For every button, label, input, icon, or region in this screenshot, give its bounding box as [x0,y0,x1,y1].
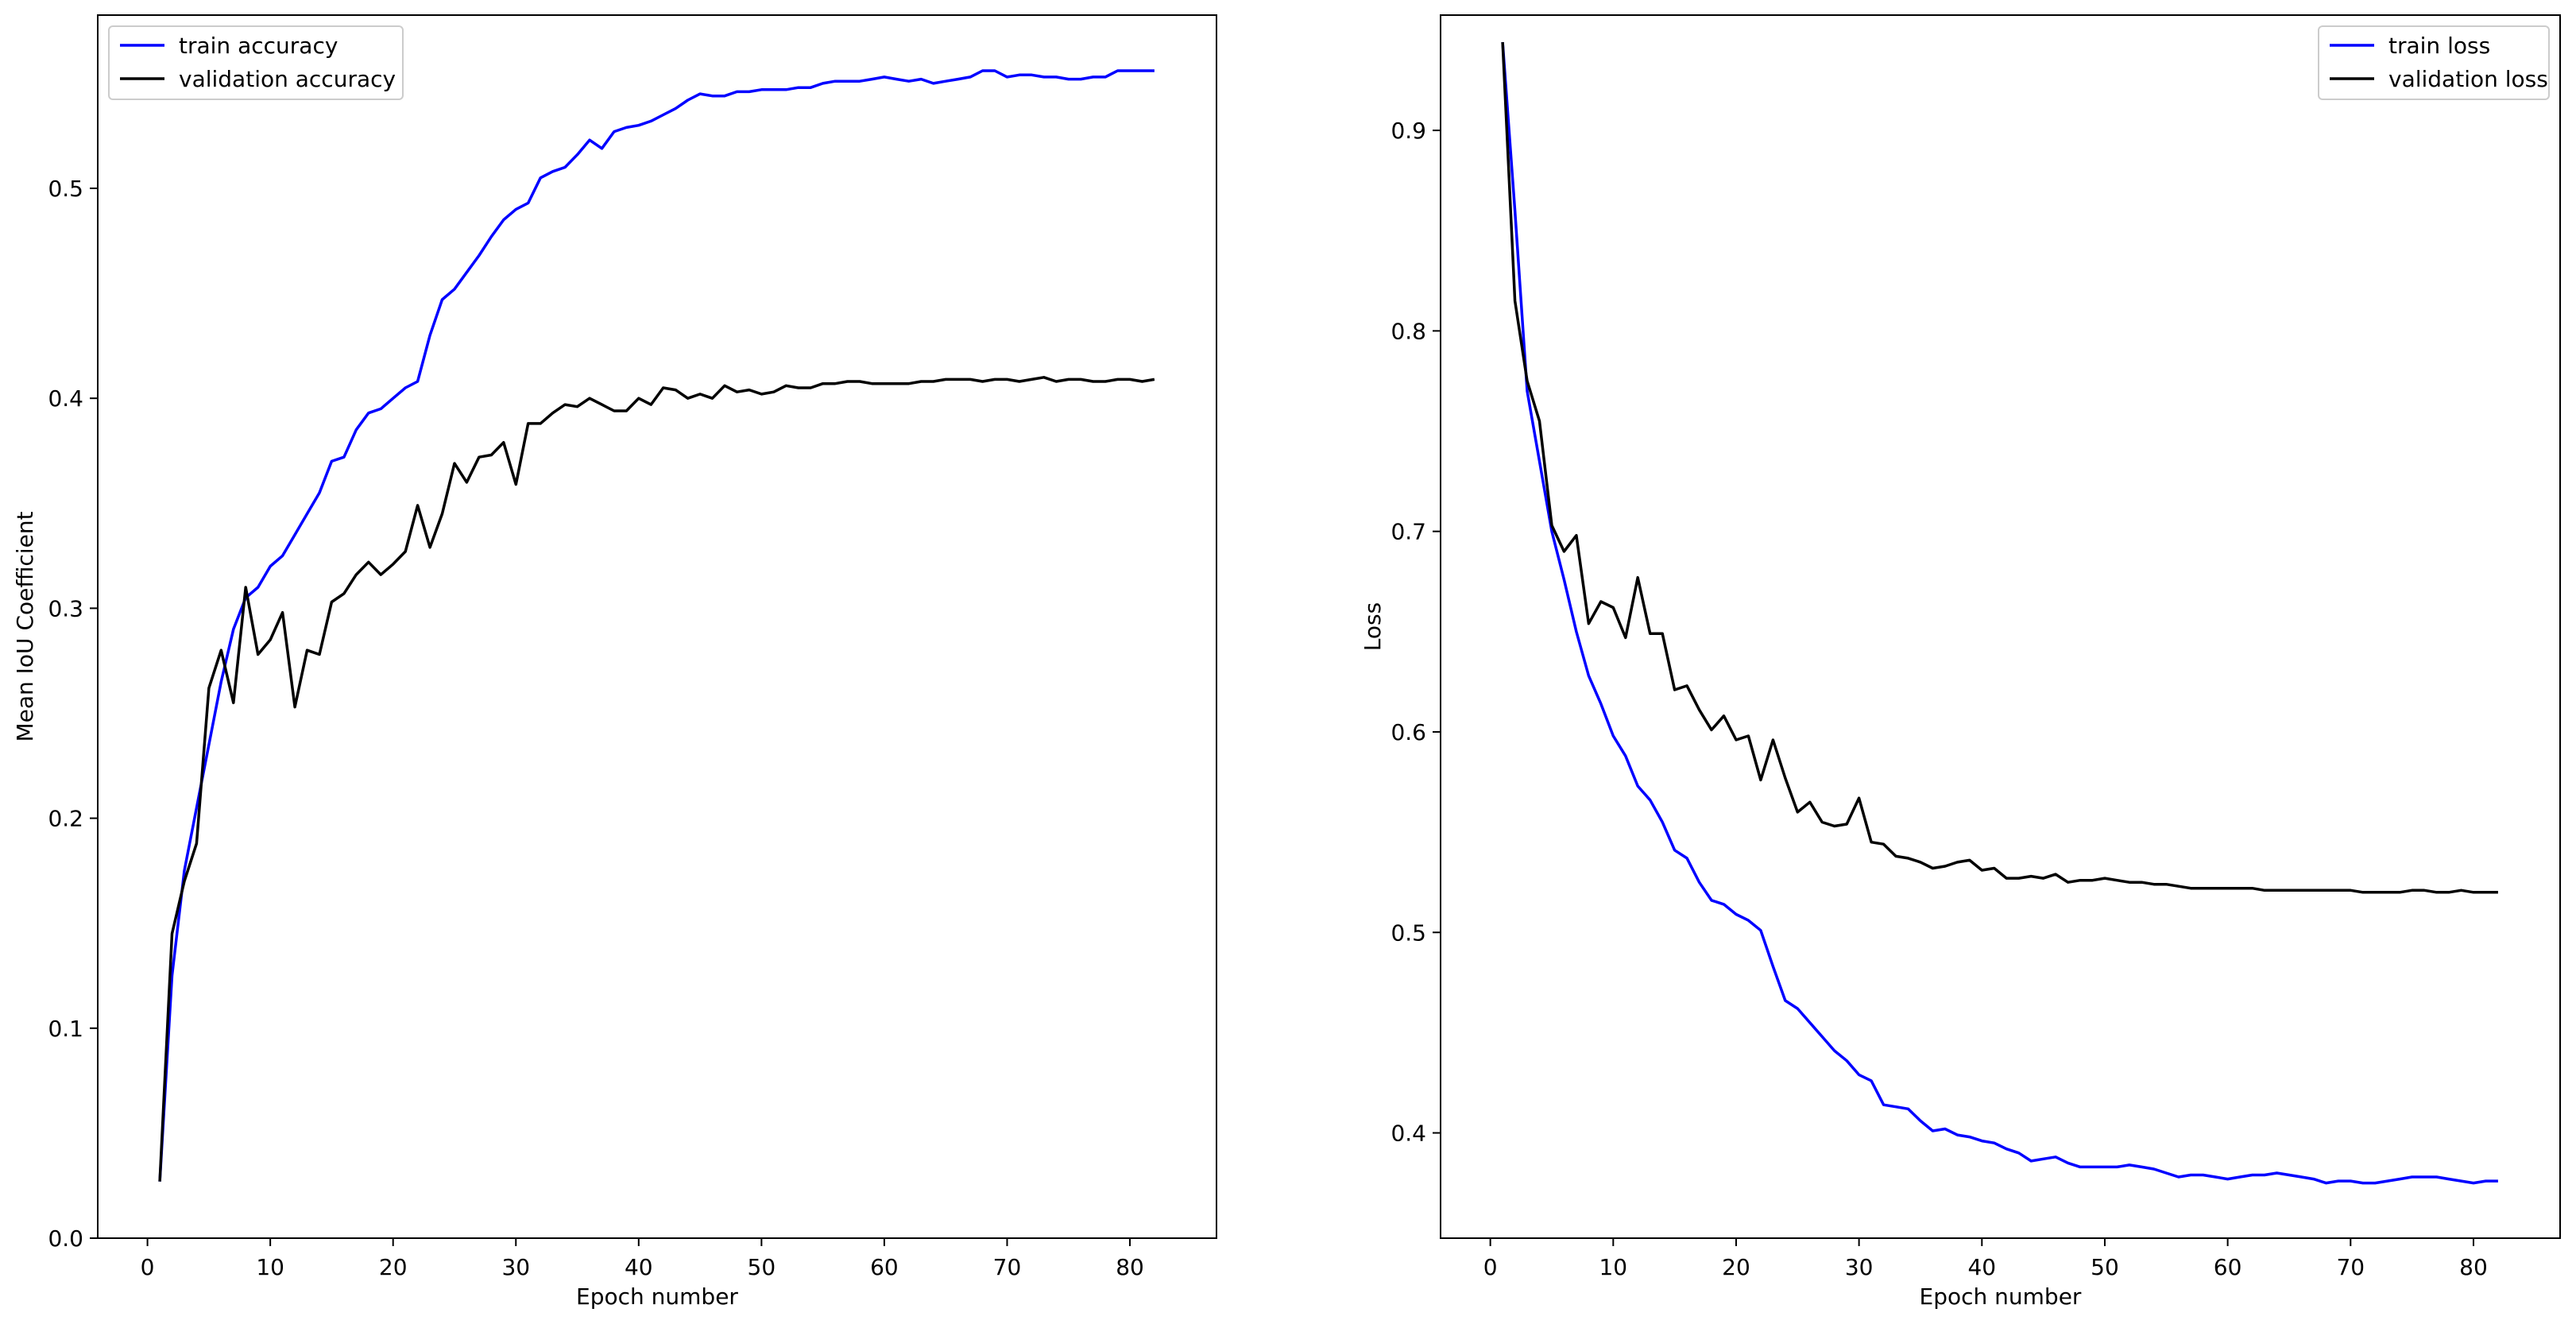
x-tick-label: 0 [141,1254,155,1280]
x-tick-label: 30 [1845,1254,1874,1280]
y-tick-label: 0.3 [48,595,83,621]
x-tick-label: 80 [2459,1254,2488,1280]
y-tick-label: 0.4 [1390,1121,1426,1147]
x-tick-label: 70 [993,1254,1022,1280]
x-tick-label: 40 [625,1254,653,1280]
legend-entry: validation loss [2388,66,2548,92]
x-tick-label: 80 [1116,1254,1144,1280]
y-axis-label: Mean IoU Coefficient [12,511,38,741]
x-tick-label: 20 [379,1254,408,1280]
legend: train loss validation loss [2318,25,2550,100]
y-tick-label: 0.5 [48,176,83,202]
x-tick-label: 40 [1967,1254,1996,1280]
y-axis-label: Loss [1360,602,1386,651]
y-tick-label: 0.2 [48,806,83,832]
legend-entry: train accuracy [179,33,338,59]
x-tick-label: 50 [748,1254,776,1280]
x-tick-label: 10 [256,1254,284,1280]
series-line-train-loss [1501,41,2498,1185]
x-tick-label: 70 [2336,1254,2365,1280]
accuracy-chart: 0 10 20 30 40 50 60 70 80 0.0 0.1 0.2 0.3 0.4 0.5 Epoch… [12,14,1217,1310]
y-tick-label: 0.8 [1390,318,1426,344]
x-axis-label: Epoch number [576,1283,738,1310]
y-tick-label: 0.5 [1390,919,1426,946]
y-tick-label: 0.6 [1390,719,1426,745]
axes-frame [97,14,1217,1239]
series-line-validation-accuracy [158,376,1155,1182]
legend-box [2318,25,2550,100]
x-axis-label: Epoch number [1920,1283,2082,1310]
legend: train accuracy validation accuracy [108,25,404,100]
series-line-train-accuracy [158,69,1155,1182]
series-line-validation-loss [1501,42,2498,894]
x-tick-label: 30 [501,1254,530,1280]
x-tick-label: 10 [1599,1254,1627,1280]
x-tick-label: 20 [1722,1254,1750,1280]
legend-entry: train loss [2388,33,2490,59]
y-tick-label: 0.9 [1390,118,1426,144]
y-tick-label: 0.0 [48,1225,83,1252]
x-tick-label: 60 [870,1254,899,1280]
y-tick-label: 0.7 [1390,519,1426,545]
x-tick-label: 0 [1483,1254,1498,1280]
legend-entry: validation accuracy [179,66,396,92]
loss-chart: 0 10 20 30 40 50 60 70 80 0.4 0.5 0.6 0.7 0.8 0.9 Epoch… [1360,14,2561,1310]
axes-frame [1440,14,2561,1239]
legend-box [108,25,404,100]
x-tick-label: 60 [2214,1254,2242,1280]
y-tick-label: 0.1 [48,1016,83,1042]
x-tick-label: 50 [2091,1254,2119,1280]
y-tick-label: 0.4 [48,385,83,412]
